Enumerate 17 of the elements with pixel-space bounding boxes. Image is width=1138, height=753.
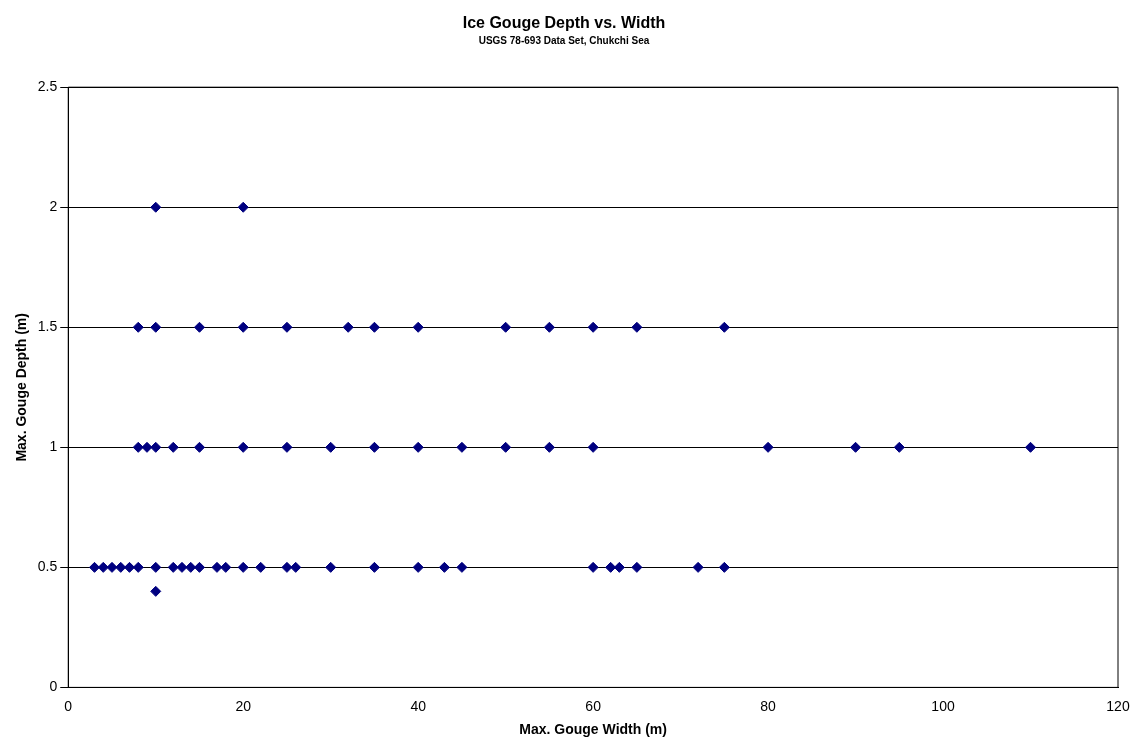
x-tick-label: 80 [760,697,777,714]
y-tick-label: 0.5 [37,558,58,575]
y-tick-label: 1 [49,438,58,455]
x-axis-title: Max. Gouge Width (m) [519,721,667,738]
x-tick-label: 0 [64,697,73,714]
x-tick-label: 100 [931,697,955,714]
y-axis-title: Max. Gouge Depth (m) [13,313,30,462]
y-tick-label: 1.5 [37,318,58,335]
x-tick-label: 60 [585,697,602,714]
chart-title: Ice Gouge Depth vs. Width [462,14,666,32]
x-tick-label: 40 [410,697,427,714]
x-tick-label: 20 [235,697,252,714]
y-tick-label: 0 [49,678,58,695]
y-tick-label: 2.5 [37,78,58,95]
y-tick-label: 2 [49,198,58,215]
x-tick-label: 120 [1106,697,1130,714]
chart-subtitle: USGS 78-693 Data Set, Chukchi Sea [478,34,650,46]
